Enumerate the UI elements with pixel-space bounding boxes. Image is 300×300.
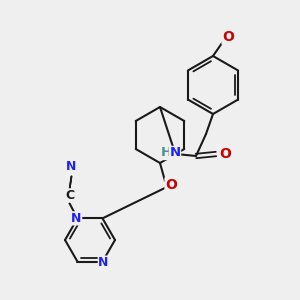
Text: N: N: [71, 212, 82, 225]
Text: N: N: [66, 160, 77, 173]
Text: N: N: [169, 146, 181, 160]
Text: O: O: [219, 147, 231, 161]
Text: O: O: [165, 178, 177, 192]
Text: C: C: [65, 189, 74, 202]
Text: N: N: [98, 256, 109, 269]
Text: O: O: [222, 30, 234, 44]
Text: H: H: [160, 146, 172, 160]
